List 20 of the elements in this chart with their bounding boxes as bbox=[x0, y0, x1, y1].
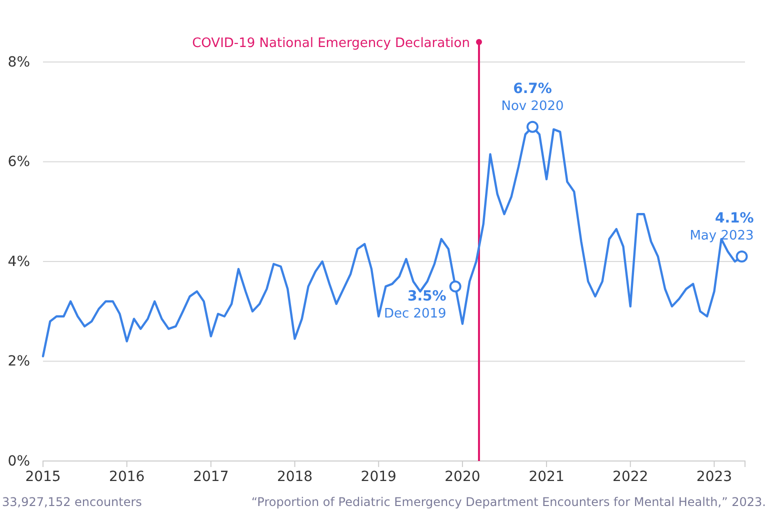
annotation: 6.7% Nov 2020 bbox=[501, 80, 564, 114]
x-tick-label: 2017 bbox=[193, 468, 229, 485]
y-tick-label: 2% bbox=[8, 354, 30, 370]
x-tick-label: 2018 bbox=[276, 468, 313, 485]
annotation: 3.5% Dec 2019 bbox=[384, 288, 446, 322]
x-tick-label: 2015 bbox=[25, 468, 61, 485]
annotation: 4.1% May 2023 bbox=[690, 210, 754, 244]
x-tick-label: 2021 bbox=[528, 468, 564, 485]
ref-line-label: COVID-19 National Emergency Declaration bbox=[192, 36, 470, 51]
y-tick-label: 4% bbox=[8, 254, 30, 270]
x-tick-label: 2023 bbox=[696, 468, 732, 485]
text: 33,927,152 encounters bbox=[2, 495, 142, 509]
y-tick-label: 8% bbox=[8, 54, 30, 70]
x-tick-label: 2020 bbox=[444, 468, 480, 485]
x-tick-label: 2022 bbox=[612, 468, 648, 485]
x-tick-label: 2019 bbox=[360, 468, 396, 485]
y-tick-label: 6% bbox=[8, 154, 30, 170]
x-tick-label: 2016 bbox=[109, 468, 145, 485]
text: “Proportion of Pediatric Emergency Department Encounters for Mental Health,” 2023. bbox=[251, 495, 766, 509]
y-tick-label: 0% bbox=[8, 453, 30, 470]
